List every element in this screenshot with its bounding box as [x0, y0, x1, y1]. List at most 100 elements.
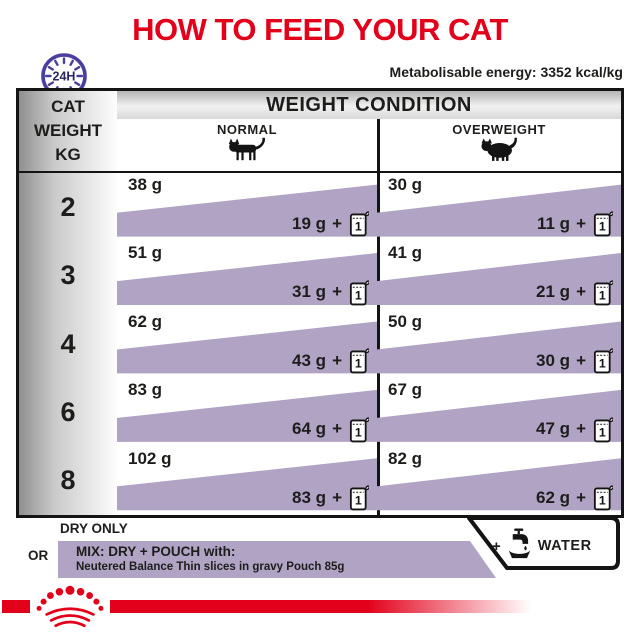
feeding-cell-overweight: 30 g 11 g + 1: [377, 173, 621, 241]
svg-text:1: 1: [599, 220, 606, 234]
plus-sign: +: [576, 419, 586, 439]
feeding-cell-overweight: 82 g 62 g + 1: [377, 447, 621, 515]
cat-weight-value: 2: [60, 191, 76, 222]
plus-sign: +: [576, 350, 586, 370]
cat-weight-value: 4: [60, 328, 76, 359]
cat-weight-line2: WEIGHT: [34, 121, 102, 140]
normal-cat-icon: [226, 137, 268, 166]
plus-sign: +: [576, 487, 586, 507]
overweight-cat-icon: [478, 137, 520, 166]
overweight-label: OVERWEIGHT: [452, 122, 546, 137]
pouch-icon: 1: [349, 348, 369, 374]
mix-amount: 47 g + 1: [536, 416, 613, 443]
mix-amount: 31 g + 1: [292, 279, 369, 306]
mix-grams: 30 g: [536, 350, 571, 370]
header-divider-line: [19, 170, 621, 173]
normal-label: NORMAL: [216, 122, 278, 137]
energy-note: Metabolisable energy: 3352 kcal/kg: [389, 64, 623, 80]
pouch-icon: 1: [593, 417, 613, 442]
cat-weight-value: 3: [60, 260, 76, 291]
mix-grams: 62 g: [536, 487, 571, 507]
feeding-cell-normal: 102 g 83 g + 1: [117, 447, 377, 515]
weight-column-background: [19, 91, 117, 515]
water-plus-sign: +: [492, 537, 501, 555]
water-tap-icon: [506, 528, 533, 564]
pouch-icon: 1: [349, 211, 369, 237]
table-row: 6 83 g 64 g + 1 67 g 47 g +: [19, 378, 621, 446]
weight-condition-label: WEIGHT CONDITION: [266, 93, 472, 116]
dry-amount: 102 g: [128, 448, 172, 468]
clock-label: 24H: [53, 70, 76, 84]
mix-amount: 19 g + 1: [292, 210, 369, 237]
brand-line-right: [110, 600, 624, 613]
plus-sign: +: [332, 213, 342, 233]
mix-grams: 21 g: [536, 282, 571, 302]
water-label: WATER: [537, 538, 592, 554]
feeding-table: WEIGHT CONDITION CAT WEIGHT KG NORMAL: [16, 88, 624, 518]
pouch-icon: 1: [349, 485, 369, 511]
dry-amount: 62 g: [128, 311, 163, 331]
svg-text:1: 1: [599, 425, 606, 439]
svg-text:1: 1: [355, 288, 362, 302]
feeding-cell-normal: 38 g 19 g + 1: [117, 173, 377, 241]
legend-mix-title: MIX: DRY + POUCH with:: [76, 544, 236, 559]
feeding-cell-normal: 51 g 31 g + 1: [117, 241, 377, 309]
pouch-icon: 1: [593, 485, 613, 511]
legend-mix-detail: Neutered Balance Thin slices in gravy Po…: [76, 561, 345, 573]
plus-sign: +: [332, 419, 342, 439]
24h-clock-icon: 24H: [40, 52, 88, 100]
plus-sign: +: [576, 282, 586, 302]
pouch-icon: 1: [349, 280, 369, 306]
dry-amount: 83 g: [128, 380, 163, 400]
pouch-icon: 1: [593, 348, 613, 374]
mix-amount: 64 g + 1: [292, 416, 369, 443]
svg-text:1: 1: [355, 425, 362, 439]
dry-amount: 67 g: [388, 380, 423, 400]
plus-sign: +: [576, 213, 586, 233]
feeding-rows: 2 38 g 19 g + 1 30 g 11 g +: [19, 173, 621, 515]
feeding-cell-normal: 62 g 43 g + 1: [117, 310, 377, 378]
mix-grams: 43 g: [292, 350, 327, 370]
legend-dry-only: DRY ONLY: [60, 521, 128, 536]
cat-weight-line3: KG: [55, 145, 81, 164]
mix-amount: 83 g + 1: [292, 484, 369, 511]
water-content: + WATER: [492, 528, 592, 564]
dry-amount: 50 g: [388, 311, 423, 331]
condition-subheader: NORMAL: [117, 119, 621, 171]
table-row: 2 38 g 19 g + 1 30 g 11 g +: [19, 173, 621, 241]
dry-amount: 30 g: [388, 175, 423, 194]
water-callout: [462, 514, 624, 574]
feeding-cell-normal: 83 g 64 g + 1: [117, 378, 377, 446]
plus-sign: +: [332, 282, 342, 302]
svg-text:1: 1: [599, 288, 606, 302]
mix-grams: 47 g: [536, 419, 571, 439]
feeding-cell-overweight: 50 g 30 g + 1: [377, 310, 621, 378]
legend-or: OR: [28, 548, 49, 563]
legend-mix-band: MIX: DRY + POUCH with: Neutered Balance …: [58, 541, 496, 578]
cat-weight-header: CAT WEIGHT KG: [19, 95, 117, 167]
table-row: 3 51 g 31 g + 1 41 g 21 g +: [19, 241, 621, 309]
feeding-cell-overweight: 67 g 47 g + 1: [377, 378, 621, 446]
mix-grams: 19 g: [292, 213, 327, 233]
mix-grams: 64 g: [292, 419, 327, 439]
mix-amount: 21 g + 1: [536, 279, 613, 306]
table-row: 8 102 g 83 g + 1 82 g 62 g +: [19, 447, 621, 515]
svg-text:1: 1: [355, 220, 362, 234]
column-divider-line: [377, 119, 380, 515]
cat-weight-value: 8: [60, 465, 76, 496]
weight-condition-header: WEIGHT CONDITION: [117, 91, 621, 119]
plus-sign: +: [332, 487, 342, 507]
dry-amount: 82 g: [388, 448, 423, 468]
mix-amount: 11 g + 1: [537, 210, 613, 237]
dry-amount: 41 g: [388, 243, 423, 263]
mix-grams: 83 g: [292, 487, 327, 507]
brand-line-left: [2, 600, 30, 613]
cat-weight-value: 6: [60, 396, 76, 427]
cat-weight-line1: CAT: [51, 97, 85, 116]
mix-amount: 43 g + 1: [292, 347, 369, 374]
svg-text:1: 1: [355, 357, 362, 371]
svg-text:1: 1: [355, 494, 362, 508]
dry-amount: 38 g: [128, 175, 163, 194]
column-header-overweight: OVERWEIGHT: [377, 119, 621, 171]
